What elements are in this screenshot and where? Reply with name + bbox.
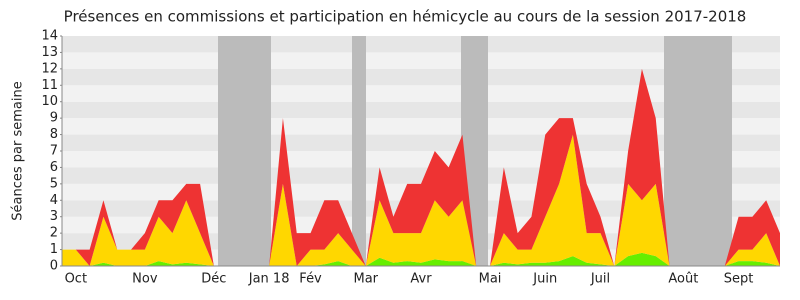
vacation-band (664, 36, 732, 266)
y-tick-label: 11 (41, 78, 58, 93)
chart-title: Présences en commissions et participatio… (64, 8, 747, 26)
y-tick-label: 13 (41, 45, 58, 60)
y-tick-label: 14 (41, 29, 58, 44)
x-tick-label: Jan 18 (248, 272, 290, 287)
y-tick-label: 1 (50, 242, 58, 257)
y-tick-label: 7 (50, 144, 58, 159)
y-tick-label: 0 (50, 259, 58, 274)
y-tick-label: 12 (41, 61, 58, 76)
x-tick-label: Sept (724, 272, 754, 287)
x-tick-label: Oct (65, 272, 87, 287)
y-tick-label: 2 (50, 226, 58, 241)
y-tick-label: 9 (50, 111, 58, 126)
x-tick-label: Fév (299, 272, 322, 287)
y-tick-label: 5 (50, 176, 58, 191)
x-tick-label: Août (668, 272, 698, 287)
area (62, 68, 780, 266)
y-tick-label: 3 (50, 209, 58, 224)
y-tick-label: 10 (41, 94, 58, 109)
y-tick-label: 4 (50, 193, 58, 208)
y-axis-label: Séances par semaine (11, 81, 26, 220)
x-tick-label: Avr (410, 272, 432, 287)
x-tick-label: Juin (532, 272, 557, 287)
vacation-band (218, 36, 271, 266)
x-tick-label: Mar (354, 272, 379, 287)
x-tick-label: Juil (590, 272, 610, 287)
x-tick-label: Mai (479, 272, 502, 287)
x-tick-label: Déc (201, 272, 226, 287)
x-tick-label: Nov (132, 272, 158, 287)
y-tick-label: 6 (50, 160, 58, 175)
vacation-band (352, 36, 366, 266)
y-tick-label: 8 (50, 127, 58, 142)
area (62, 252, 780, 266)
